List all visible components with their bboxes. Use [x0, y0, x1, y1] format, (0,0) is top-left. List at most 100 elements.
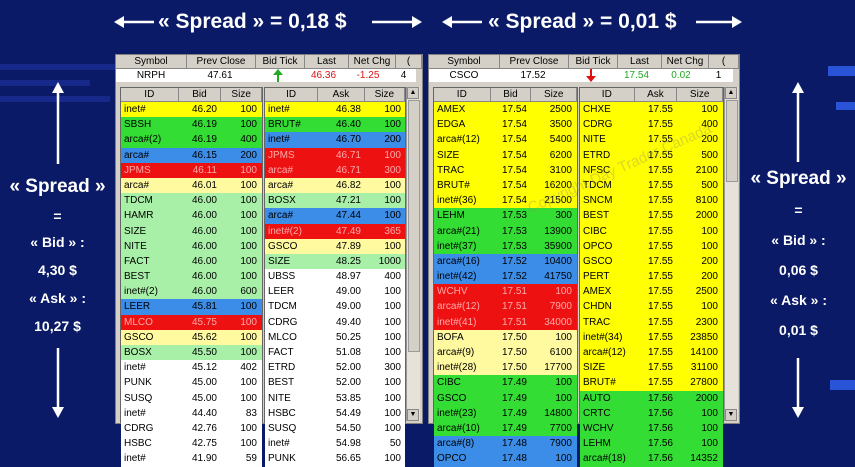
- table-row[interactable]: FACT 51.08 100: [265, 345, 405, 361]
- table-row[interactable]: arca#(18) 17.56 14352: [580, 451, 723, 467]
- table-row[interactable]: inet# 46.20 100: [121, 102, 262, 118]
- table-row[interactable]: BRUT# 17.54 16200: [434, 177, 577, 194]
- table-row[interactable]: SUSQ 54.50 100: [265, 420, 405, 437]
- col-ask[interactable]: Ask: [634, 88, 678, 102]
- table-row[interactable]: inet# 44.40 83: [121, 405, 262, 421]
- table-row[interactable]: CIBC 17.55 100: [580, 223, 723, 239]
- table-row[interactable]: BEST 17.55 2000: [580, 208, 723, 224]
- col-symbol[interactable]: Symbol: [116, 55, 187, 69]
- table-row[interactable]: OPCO 17.48 100: [434, 451, 577, 467]
- table-row[interactable]: MLCO 50.25 100: [265, 329, 405, 345]
- table-row[interactable]: LEHM 17.56 100: [580, 436, 723, 452]
- table-row[interactable]: inet# 45.12 402: [121, 360, 262, 376]
- table-row[interactable]: CHDN 17.55 100: [580, 299, 723, 315]
- table-row[interactable]: SIZE 17.55 31100: [580, 360, 723, 376]
- table-row[interactable]: CRTC 17.56 100: [580, 405, 723, 421]
- table-row[interactable]: inet#(36) 17.54 21500: [434, 193, 577, 209]
- scroll-down-icon[interactable]: ▼: [407, 409, 419, 421]
- table-row[interactable]: LEHM 17.53 300: [434, 208, 577, 224]
- col-size[interactable]: Size: [531, 88, 578, 102]
- table-row[interactable]: MLCO 45.75 100: [121, 314, 262, 330]
- scroll-thumb[interactable]: [408, 100, 420, 352]
- table-row[interactable]: SIZE 46.00 100: [121, 223, 262, 239]
- table-row[interactable]: CHXE 17.55 100: [580, 102, 723, 118]
- table-row[interactable]: FACT 46.00 100: [121, 253, 262, 270]
- table-row[interactable]: WCHV 17.51 100: [434, 284, 577, 300]
- table-row[interactable]: UBSS 48.97 400: [265, 269, 405, 285]
- table-row[interactable]: AUTO 17.56 2000: [580, 390, 723, 406]
- table-row[interactable]: OPCO 17.55 100: [580, 238, 723, 254]
- col-last[interactable]: Last: [305, 55, 349, 69]
- table-row[interactable]: BOFA 17.50 100: [434, 329, 577, 345]
- table-row[interactable]: inet#(41) 17.51 34000: [434, 314, 577, 330]
- table-row[interactable]: AMEX 17.54 2500: [434, 102, 577, 118]
- col-id[interactable]: ID: [434, 88, 491, 102]
- table-row[interactable]: inet# 46.38 100: [265, 102, 405, 118]
- table-row[interactable]: inet#(23) 17.49 14800: [434, 405, 577, 421]
- table-row[interactable]: TDCM 46.00 100: [121, 193, 262, 209]
- scroll-down-icon[interactable]: ▼: [725, 409, 737, 421]
- table-row[interactable]: arca#(2) 46.19 400: [121, 132, 262, 148]
- scroll-up-icon[interactable]: ▲: [407, 87, 419, 99]
- table-row[interactable]: arca# 46.15 200: [121, 147, 262, 163]
- table-row[interactable]: arca#(8) 17.48 7900: [434, 436, 577, 452]
- table-row[interactable]: BEST 46.00 100: [121, 269, 262, 285]
- table-row[interactable]: arca# 46.82 100: [265, 177, 405, 194]
- table-row[interactable]: arca#(12) 17.54 5400: [434, 132, 577, 148]
- table-row[interactable]: BRUT# 46.40 100: [265, 117, 405, 133]
- table-row[interactable]: BOSX 47.21 100: [265, 193, 405, 209]
- table-row[interactable]: SIZE 17.54 6200: [434, 147, 577, 163]
- table-row[interactable]: inet#(2) 47.49 365: [265, 223, 405, 239]
- scrollbar[interactable]: ▲ ▼: [406, 87, 420, 421]
- table-row[interactable]: PERT 17.55 200: [580, 269, 723, 285]
- col-extra[interactable]: (: [709, 55, 739, 69]
- table-row[interactable]: inet# 54.98 50: [265, 436, 405, 452]
- table-row[interactable]: arca# 47.44 100: [265, 208, 405, 224]
- table-row[interactable]: HAMR 46.00 100: [121, 208, 262, 224]
- table-row[interactable]: TDCM 17.55 500: [580, 177, 723, 194]
- table-row[interactable]: SIZE 48.25 1000: [265, 253, 405, 270]
- col-bid-tick[interactable]: Bid Tick: [256, 55, 305, 69]
- table-row[interactable]: JPMS 46.11 100: [121, 162, 262, 178]
- table-row[interactable]: GSCO 47.89 100: [265, 238, 405, 254]
- table-row[interactable]: PUNK 56.65 100: [265, 451, 405, 467]
- col-id[interactable]: ID: [580, 88, 635, 102]
- table-row[interactable]: NITE 46.00 100: [121, 238, 262, 254]
- scrollbar[interactable]: ▲ ▼: [724, 87, 738, 421]
- table-row[interactable]: SUSQ 45.00 100: [121, 390, 262, 406]
- col-bid-tick[interactable]: Bid Tick: [569, 55, 618, 69]
- table-row[interactable]: TRAC 17.54 3100: [434, 162, 577, 178]
- table-row[interactable]: JPMS 46.71 100: [265, 147, 405, 163]
- table-row[interactable]: LEER 49.00 100: [265, 284, 405, 300]
- table-row[interactable]: AMEX 17.55 2500: [580, 284, 723, 300]
- col-id[interactable]: ID: [121, 88, 179, 102]
- table-row[interactable]: HSBC 42.75 100: [121, 436, 262, 452]
- table-row[interactable]: GSCO 45.62 100: [121, 329, 262, 345]
- table-row[interactable]: inet#(37) 17.53 35900: [434, 238, 577, 254]
- table-row[interactable]: NITE 17.55 200: [580, 132, 723, 148]
- table-row[interactable]: HSBC 54.49 100: [265, 405, 405, 421]
- table-row[interactable]: TDCM 49.00 100: [265, 299, 405, 315]
- table-row[interactable]: CDRG 42.76 100: [121, 420, 262, 437]
- table-row[interactable]: ETRD 52.00 300: [265, 360, 405, 376]
- table-row[interactable]: arca#(12) 17.51 7900: [434, 299, 577, 315]
- table-row[interactable]: PUNK 45.00 100: [121, 375, 262, 391]
- table-row[interactable]: arca#(12) 17.55 14100: [580, 345, 723, 361]
- scroll-up-icon[interactable]: ▲: [725, 87, 737, 99]
- table-row[interactable]: BRUT# 17.55 27800: [580, 375, 723, 391]
- col-size[interactable]: Size: [677, 88, 723, 102]
- col-last[interactable]: Last: [618, 55, 662, 69]
- table-row[interactable]: LEER 45.81 100: [121, 299, 262, 315]
- table-row[interactable]: CDRG 49.40 100: [265, 314, 405, 330]
- table-row[interactable]: arca#(10) 17.49 7700: [434, 420, 577, 437]
- col-id[interactable]: ID: [265, 88, 319, 102]
- col-symbol[interactable]: Symbol: [429, 55, 500, 69]
- table-row[interactable]: arca# 46.01 100: [121, 177, 262, 194]
- table-row[interactable]: GSCO 17.55 200: [580, 253, 723, 270]
- col-net-chg[interactable]: Net Chg: [662, 55, 709, 69]
- table-row[interactable]: inet#(28) 17.50 17700: [434, 360, 577, 376]
- col-ask[interactable]: Ask: [318, 88, 365, 102]
- table-row[interactable]: GSCO 17.49 100: [434, 390, 577, 406]
- table-row[interactable]: BEST 52.00 100: [265, 375, 405, 391]
- table-row[interactable]: arca# 46.71 300: [265, 162, 405, 178]
